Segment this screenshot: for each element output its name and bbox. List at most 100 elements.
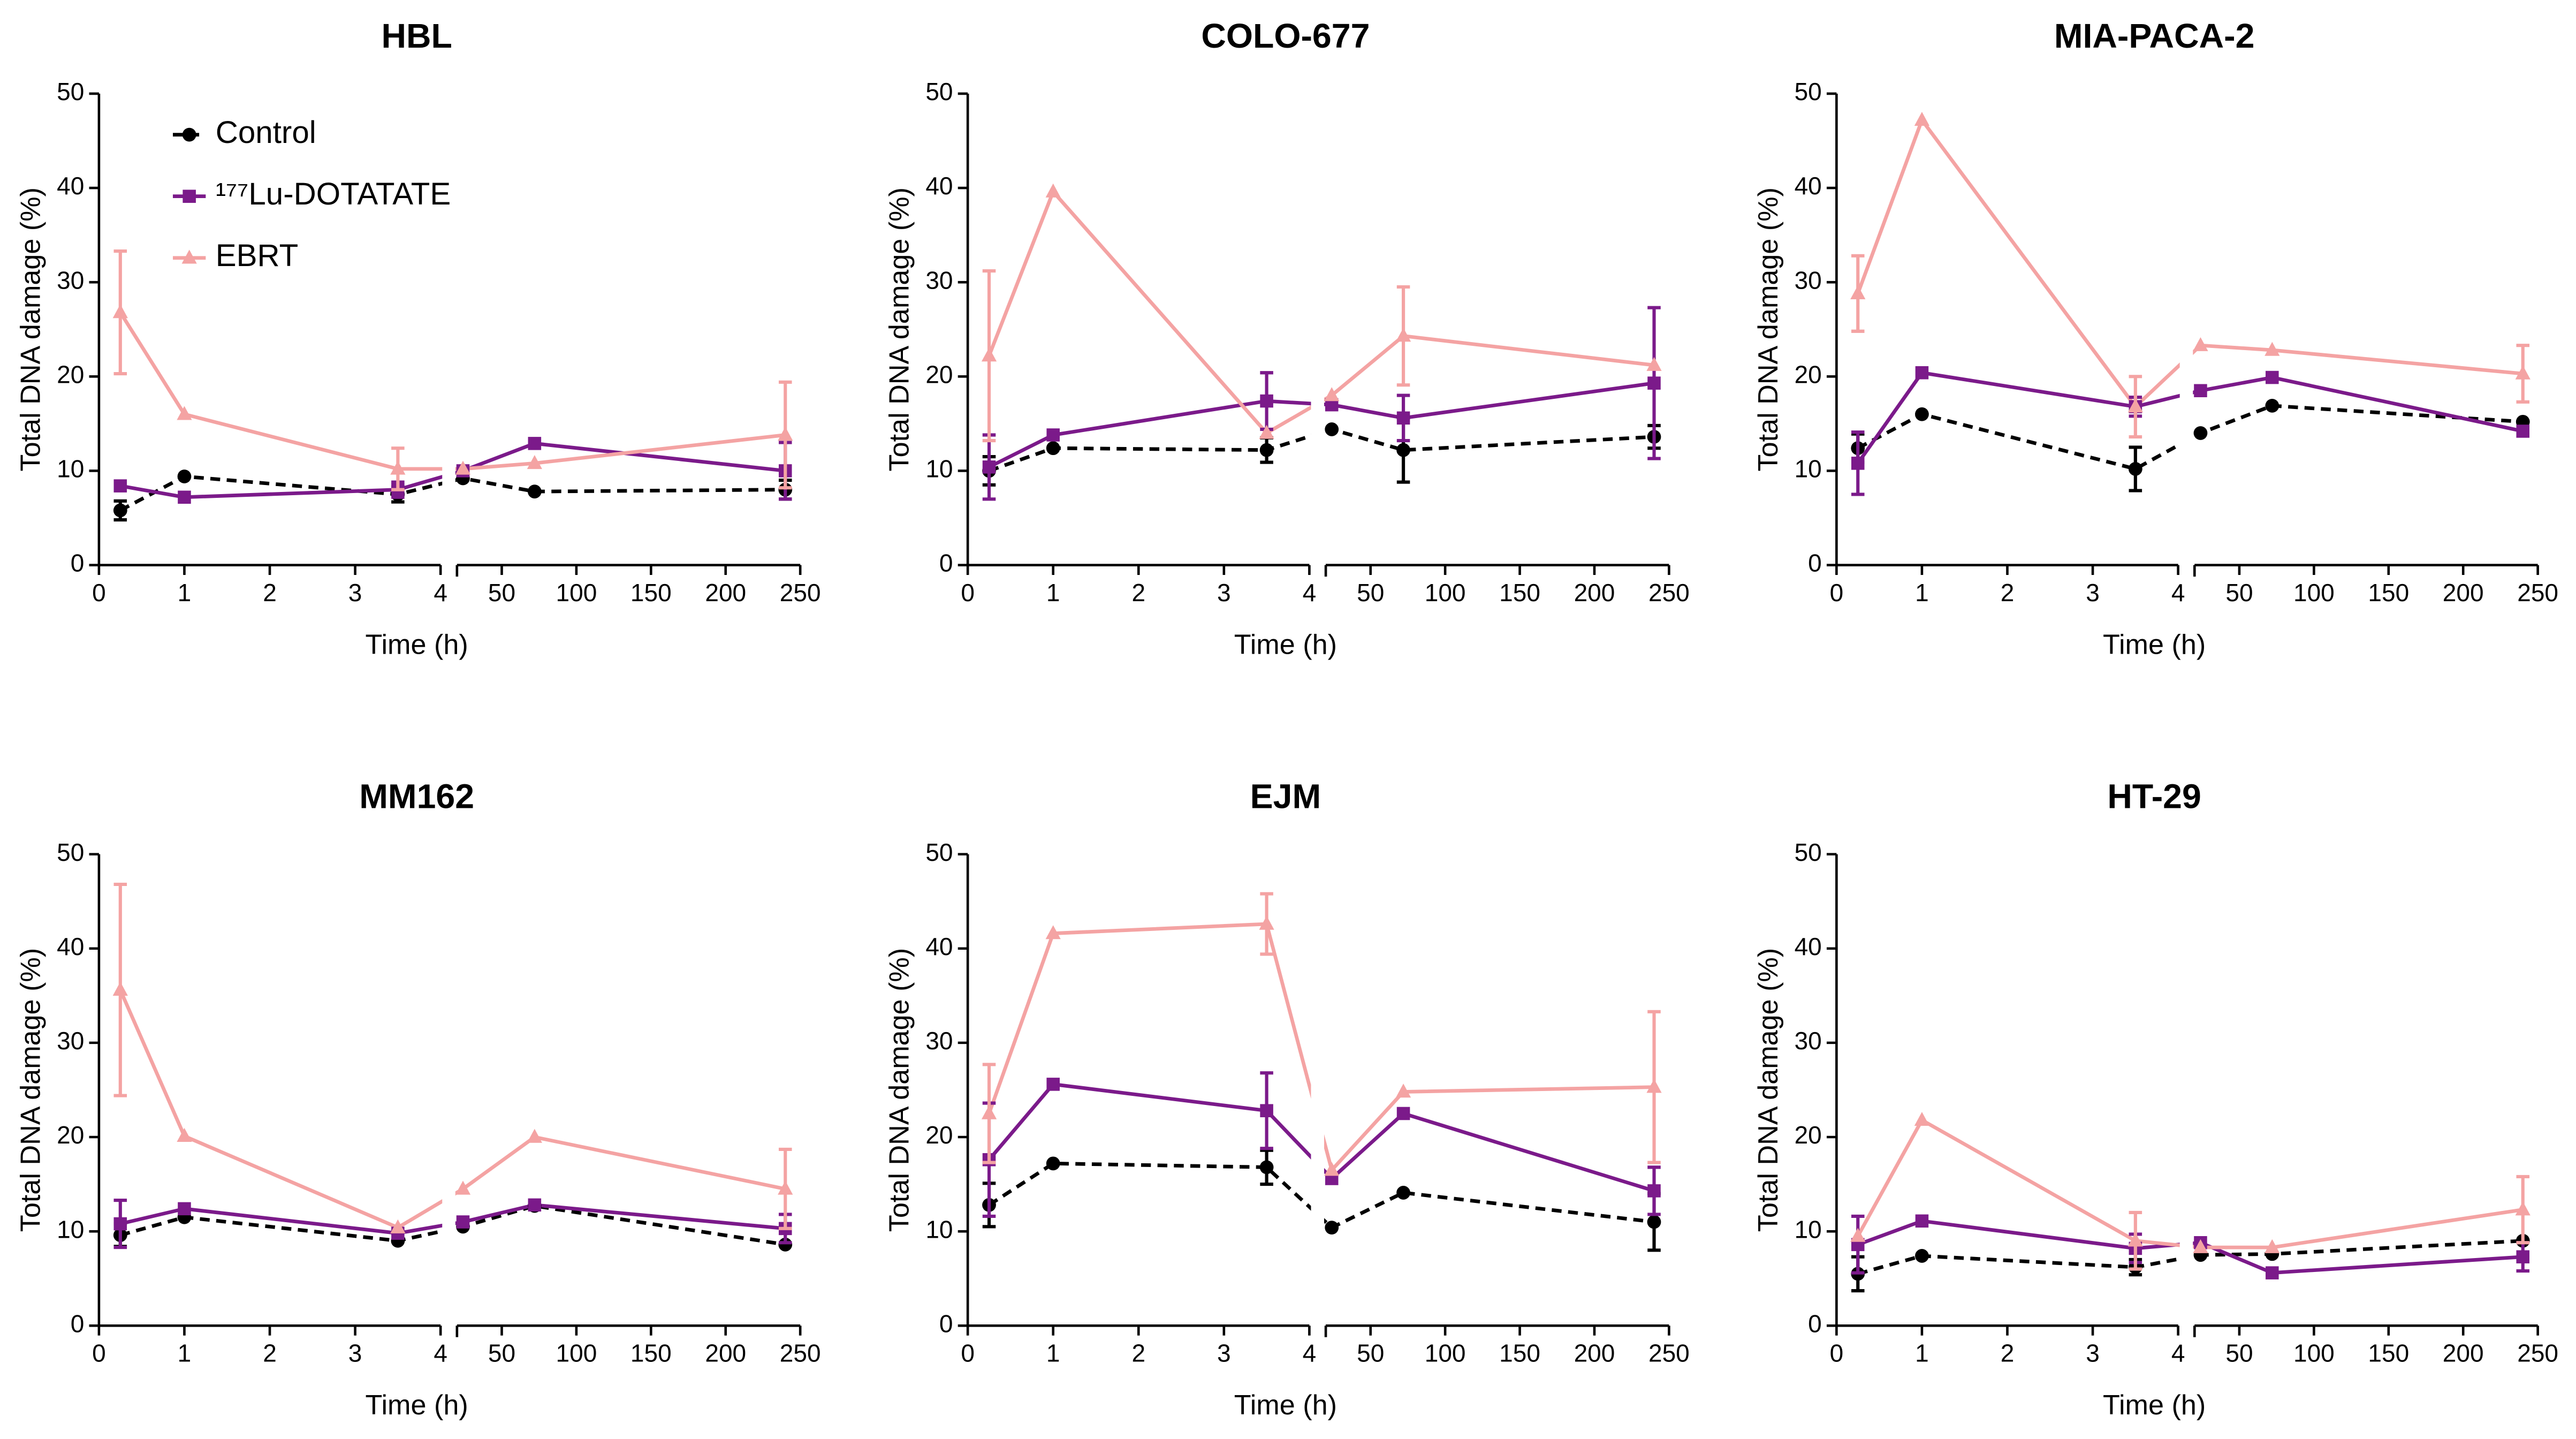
x-tick-label: 50 <box>1357 579 1384 607</box>
x-tick-label: 50 <box>488 1339 515 1367</box>
y-tick-label: 10 <box>57 455 84 483</box>
series-line <box>988 381 1654 469</box>
x-tick-label: 3 <box>348 579 362 607</box>
marker <box>2265 399 2279 413</box>
marker <box>1045 925 1061 940</box>
x-tick-label: 4 <box>434 1339 447 1367</box>
marker <box>113 479 127 493</box>
marker <box>2266 370 2279 384</box>
x-tick-label: 4 <box>2171 1339 2185 1367</box>
series-line <box>987 922 1654 1174</box>
y-tick-label: 20 <box>925 360 953 388</box>
x-tick-label: 250 <box>1648 1339 1690 1367</box>
marker <box>1646 357 1662 371</box>
marker <box>982 460 996 474</box>
y-tick-label: 30 <box>57 1027 84 1055</box>
x-tick-label: 150 <box>2368 1339 2409 1367</box>
x-tick-label: 200 <box>1574 1339 1615 1367</box>
x-tick-label: 150 <box>1499 579 1540 607</box>
x-tick-label: 4 <box>1303 579 1317 607</box>
marker <box>1850 285 1866 300</box>
series-line <box>118 311 786 471</box>
marker <box>1260 1104 1273 1117</box>
x-tick-label: 3 <box>2086 1339 2100 1367</box>
legend-label: Control <box>216 115 316 150</box>
y-tick-label: 50 <box>1795 838 1822 866</box>
marker <box>177 469 192 483</box>
marker <box>112 304 128 319</box>
marker <box>527 484 542 499</box>
x-tick-label: 2 <box>263 1339 277 1367</box>
marker <box>1396 411 1410 425</box>
x-tick-label: 1 <box>178 1339 192 1367</box>
marker <box>178 490 191 504</box>
marker <box>1045 183 1061 198</box>
marker <box>527 1129 542 1143</box>
y-tick-label: 50 <box>57 838 84 866</box>
marker <box>1914 111 1930 126</box>
marker <box>1851 457 1865 470</box>
y-tick-label: 20 <box>1795 1121 1822 1149</box>
y-axis-label: Total DNA damage (%) <box>15 948 46 1232</box>
x-tick-label: 4 <box>434 579 447 607</box>
x-tick-label: 0 <box>92 1339 106 1367</box>
marker <box>182 127 196 142</box>
marker <box>1396 443 1410 457</box>
marker <box>2265 342 2280 356</box>
panel-title: MIA-PACA-2 <box>2054 17 2255 55</box>
marker <box>2127 1232 2143 1247</box>
marker <box>177 406 192 420</box>
x-tick-label: 2 <box>263 579 277 607</box>
marker <box>178 1202 191 1216</box>
y-tick-label: 30 <box>925 1027 953 1055</box>
marker <box>1915 407 1929 421</box>
series-line <box>120 1203 786 1236</box>
x-tick-label: 0 <box>961 1339 975 1367</box>
axis-break-gap <box>442 837 455 1342</box>
x-tick-label: 100 <box>2293 579 2335 607</box>
y-tick-label: 30 <box>1795 266 1822 294</box>
marker <box>1647 1184 1661 1198</box>
x-tick-label: 200 <box>2443 579 2484 607</box>
x-tick-label: 3 <box>1217 579 1231 607</box>
x-tick-label: 2 <box>2001 1339 2015 1367</box>
y-axis-label: Total DNA damage (%) <box>884 948 915 1232</box>
marker <box>1046 441 1060 456</box>
x-tick-label: 4 <box>1303 1339 1317 1367</box>
marker <box>1325 1221 1339 1234</box>
x-tick-label: 100 <box>2293 1339 2335 1367</box>
y-tick-label: 0 <box>71 1309 85 1337</box>
y-tick-label: 0 <box>1808 549 1822 577</box>
y-tick-label: 20 <box>1795 360 1822 388</box>
panel-title: MM162 <box>359 777 474 816</box>
y-axis-label: Total DNA damage (%) <box>15 187 46 471</box>
marker <box>1915 1249 1929 1263</box>
marker <box>527 455 542 469</box>
marker <box>1914 1111 1930 1126</box>
x-tick-label: 50 <box>488 579 515 607</box>
x-tick-label: 0 <box>961 579 975 607</box>
x-tick-label: 50 <box>2225 1339 2253 1367</box>
y-tick-label: 10 <box>1795 1215 1822 1243</box>
marker <box>2265 1239 2280 1253</box>
x-tick-label: 50 <box>2225 579 2253 607</box>
x-tick-label: 250 <box>780 1339 821 1367</box>
x-tick-label: 1 <box>1915 1339 1929 1367</box>
y-tick-label: 10 <box>925 455 953 483</box>
panel-title: EJM <box>1250 777 1321 816</box>
x-tick-label: 250 <box>1648 579 1690 607</box>
marker <box>390 460 406 475</box>
series-line <box>988 427 1654 473</box>
y-tick-label: 50 <box>925 78 953 105</box>
marker <box>455 1180 471 1195</box>
axis-break-gap <box>1311 837 1325 1342</box>
marker <box>2127 398 2143 413</box>
x-tick-label: 100 <box>556 579 597 607</box>
legend-label: ¹⁷⁷Lu-DOTATATE <box>216 177 451 211</box>
axis-break-gap <box>442 77 455 582</box>
